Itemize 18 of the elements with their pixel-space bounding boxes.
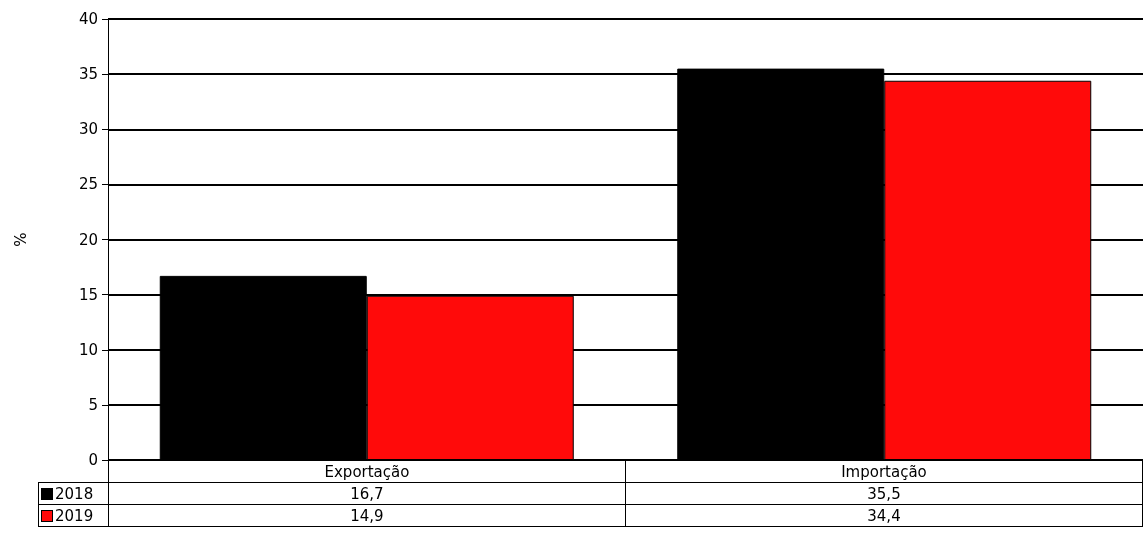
y-tick-label: 15	[78, 285, 98, 304]
y-tick-label: 35	[78, 65, 98, 84]
x-tick-label: Importação	[625, 460, 1143, 483]
data-label: 34,4	[625, 504, 1143, 527]
legend-label: 2018	[38, 482, 109, 505]
y-tick-label: 25	[78, 175, 98, 194]
legend-label: 2019	[38, 504, 109, 527]
data-label: 35,5	[625, 482, 1143, 505]
y-tick-label: 30	[78, 120, 98, 139]
y-tick-label: 5	[88, 395, 98, 414]
y-tick-label: 20	[78, 230, 98, 249]
y-tick-label: 0	[88, 451, 98, 469]
y-tick-label: 40	[78, 10, 98, 28]
data-label: 14,9	[108, 504, 626, 527]
x-tick-label: Exportação	[108, 460, 626, 483]
y-axis-title: %	[11, 232, 30, 247]
data-label: 16,7	[108, 482, 626, 505]
y-tick-label: 10	[78, 340, 98, 359]
